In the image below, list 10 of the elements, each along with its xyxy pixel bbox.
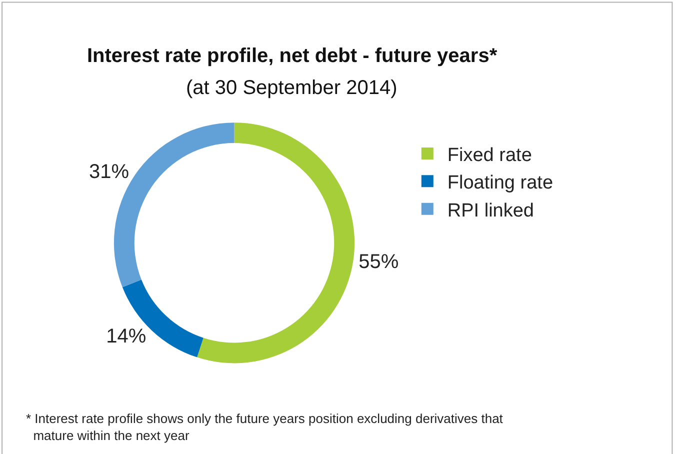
donut-slice — [197, 122, 354, 363]
legend-label: Floating rate — [447, 172, 554, 194]
data-label: 55% — [358, 250, 399, 273]
legend-label: RPI linked — [447, 200, 534, 222]
chart-subtitle: (at 30 September 2014) — [186, 77, 398, 99]
legend-label: Fixed rate — [447, 144, 532, 166]
data-label: 14% — [106, 325, 146, 348]
text: * Interest rate profile shows only the future years position excluding derivatives that mature within the next year — [26, 411, 504, 443]
chart-title: Interest rate profile, net debt - future years* — [87, 45, 498, 67]
data-label: 31% — [89, 160, 130, 183]
